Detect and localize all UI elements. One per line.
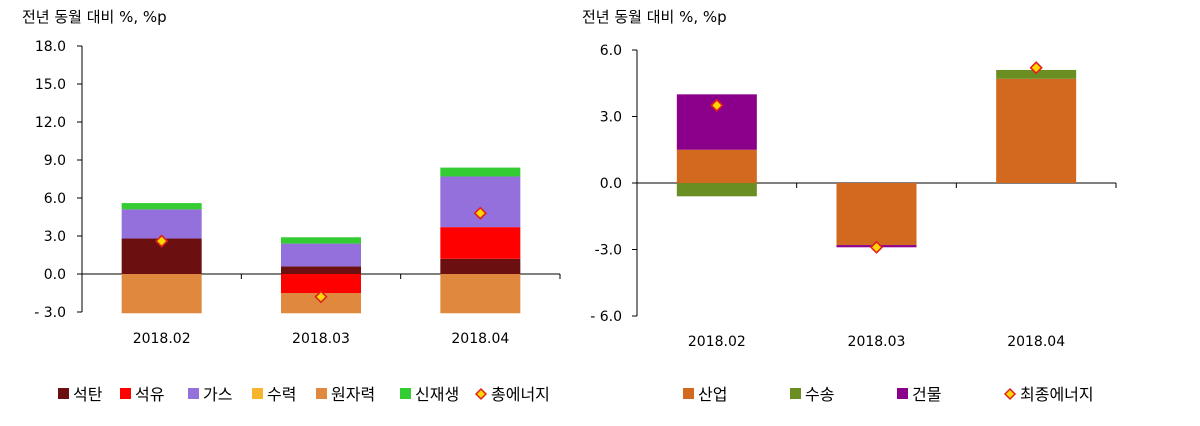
bar-segment [996,69,1077,79]
total-marker [314,290,328,304]
y-tick-label: 0.0 [44,267,66,283]
total-marker [155,234,169,248]
legend-swatch [252,388,263,399]
legend-swatch [316,388,327,399]
y-tick-label: 3.0 [44,229,66,245]
legend-swatch [120,388,131,399]
legend-swatch [790,388,801,399]
bar-segment [281,243,361,267]
legend-label: 가스 [203,385,232,404]
legend-label: 석유 [135,385,164,404]
bar-segment [996,78,1077,183]
legend-label: 석탄 [73,385,103,404]
bar-segment [440,258,521,274]
legend-label: 산업 [698,385,727,404]
bar-segment [281,237,361,244]
x-tick-label: 2018.04 [451,331,509,347]
y-tick-label: 12.0 [35,115,66,131]
y-tick-label: 6.0 [44,191,66,207]
sector-chart: 전년 동월 대비 %, %p 6.0 3.0 0.0 -3.0 - 6.0 2018.02… [582,8,1117,404]
bar-segment [440,274,521,314]
x-tick-label: 2018.03 [848,334,906,350]
bar-segment [836,183,917,246]
legend-label: 수력 [267,385,296,404]
unit-label: 전년 동월 대비 %, %p [582,8,727,26]
legend-swatch [400,388,411,399]
legend-label: 최종에너지 [1020,385,1094,404]
legend-swatch [188,388,199,399]
legend-marker [1003,387,1017,401]
bar-segment [281,266,361,274]
bar-segment [121,274,202,314]
y-tick-label: 3.0 [600,110,622,126]
legend-marker [474,387,488,401]
legend-swatch [58,388,69,399]
y-tick-label: -3.0 [595,243,622,259]
total-marker [869,240,884,254]
legend-label: 건물 [912,385,941,404]
bar-segment [440,167,521,177]
total-marker [473,206,487,220]
y-tick-label: - 6.0 [590,309,622,325]
legend-label: 수송 [805,385,834,404]
unit-label: 전년 동월 대비 %, %p [22,8,167,26]
legend-label: 신재생 [415,385,459,404]
bar-segment [281,274,361,293]
y-tick-label: 9.0 [44,153,66,169]
bar-segment [676,183,757,197]
bar-segment [121,203,202,210]
y-tick-label: 0.0 [600,176,622,192]
y-tick-label: - 3.0 [34,305,66,321]
y-tick-label: 15.0 [35,77,66,93]
bar-segment [676,149,757,183]
x-tick-label: 2018.02 [688,334,746,350]
x-tick-label: 2018.04 [1007,334,1065,350]
x-tick-label: 2018.02 [133,331,191,347]
legend-swatch [897,388,908,399]
total-marker [710,98,724,113]
energy-source-chart: 전년 동월 대비 %, %p 18.0 15.0 12.0 9.0 6.0 3.0 0.0 -… [22,8,561,404]
legend-swatch [683,388,694,399]
legend-label: 원자력 [331,385,375,404]
y-tick-label: 6.0 [600,43,622,59]
legend-label: 총에너지 [491,385,550,404]
bar-segment [121,209,202,239]
total-marker [1029,61,1043,75]
y-tick-label: 18.0 [35,39,66,55]
bar-segment [440,227,521,259]
x-tick-label: 2018.03 [292,331,350,347]
